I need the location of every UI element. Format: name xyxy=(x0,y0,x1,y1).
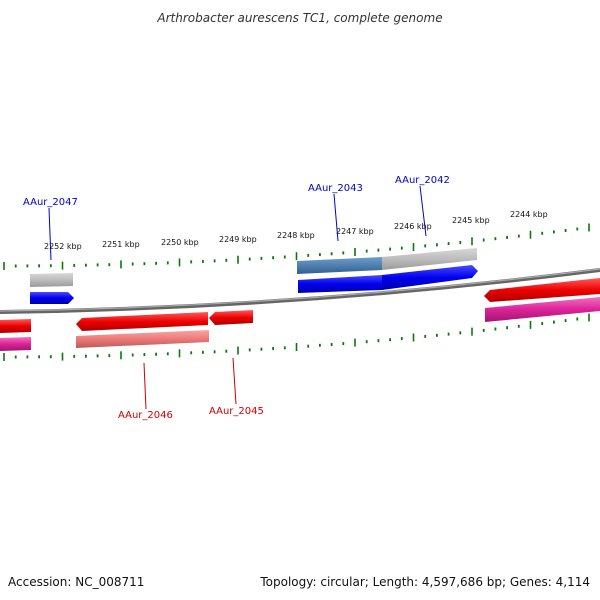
leader-aaur-2046 xyxy=(143,362,147,410)
gene-left-edge[interactable] xyxy=(0,319,31,333)
scale-label-2244: 2244 kbp xyxy=(510,210,548,219)
scale-label-2251: 2251 kbp xyxy=(102,240,140,249)
topology-text: Topology: circular; Length: 4,597,686 bp… xyxy=(259,575,590,589)
label-aaur-2046[interactable]: AAur_2046 xyxy=(118,410,173,421)
scale-label-2249: 2249 kbp xyxy=(219,235,257,244)
leader-lines xyxy=(48,185,427,410)
label-aaur-2047[interactable]: AAur_2047 xyxy=(23,197,78,208)
label-aaur-2045[interactable]: AAur_2045 xyxy=(209,406,264,417)
cds-bar[interactable] xyxy=(0,337,31,351)
reverse-tick-track xyxy=(3,313,590,361)
scale-label-2250: 2250 kbp xyxy=(161,238,199,247)
forward-tick-track xyxy=(3,223,590,270)
gene-right-edge[interactable] xyxy=(484,278,600,302)
label-aaur-2042[interactable]: AAur_2042 xyxy=(395,175,450,186)
genome-backbone-highlight xyxy=(0,268,600,312)
forward-genes xyxy=(30,265,478,304)
scale-label-2247: 2247 kbp xyxy=(336,227,374,236)
gene-labels: AAur_2047 AAur_2043 AAur_2042 AAur_2046 … xyxy=(23,175,450,421)
leader-aaur-2043 xyxy=(333,193,339,242)
leader-aaur-2045 xyxy=(232,357,237,405)
reverse-cds-band xyxy=(0,297,600,351)
leader-aaur-2042 xyxy=(419,185,427,237)
forward-cds-band xyxy=(30,248,477,287)
scale-label-2252: 2252 kbp xyxy=(44,242,82,251)
label-aaur-2043[interactable]: AAur_2043 xyxy=(308,183,363,194)
cds-bar[interactable] xyxy=(485,297,600,322)
scale-label-2248: 2248 kbp xyxy=(277,231,315,240)
gene-aaur-2042[interactable] xyxy=(382,265,478,290)
accession-text: Accession: NC_008711 xyxy=(8,575,144,589)
gene-aaur-2045[interactable] xyxy=(209,310,253,325)
cds-bar[interactable] xyxy=(30,273,73,287)
scale-label-2246: 2246 kbp xyxy=(394,222,432,231)
map-title: Arthrobacter aurescens TC1, complete gen… xyxy=(156,11,442,25)
gene-aaur-2043[interactable] xyxy=(298,275,382,293)
gene-aaur-2047[interactable] xyxy=(30,292,74,304)
scale-labels: 2252 kbp 2251 kbp 2250 kbp 2249 kbp 2248… xyxy=(44,210,548,251)
reverse-genes xyxy=(0,278,600,333)
leader-aaur-2047 xyxy=(48,207,52,261)
genome-backbone xyxy=(0,268,600,314)
cds-bar[interactable] xyxy=(297,257,382,274)
scale-label-2245: 2245 kbp xyxy=(452,216,490,225)
gene-aaur-2046[interactable] xyxy=(76,312,208,331)
cds-bar[interactable] xyxy=(76,330,209,348)
cds-bar[interactable] xyxy=(382,248,477,270)
